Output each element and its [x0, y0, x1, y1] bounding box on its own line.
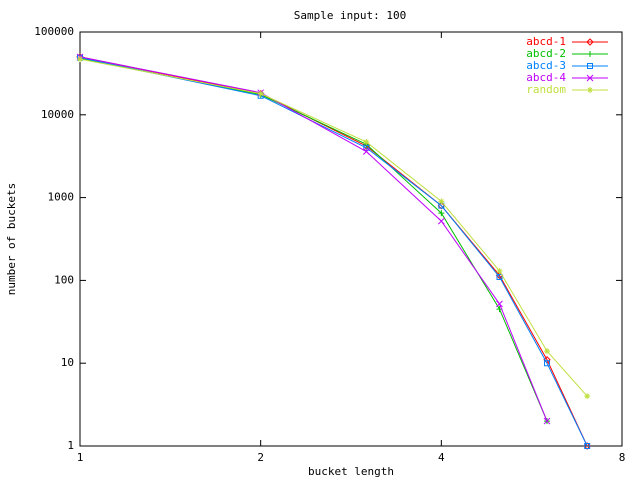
series-line: [79, 57, 588, 447]
legend-label: abcd-1: [526, 35, 566, 48]
series-line: [79, 56, 588, 447]
legend-label: abcd-2: [526, 47, 566, 60]
y-tick-label: 1000: [48, 191, 75, 204]
point: [544, 360, 551, 367]
point: [584, 393, 591, 400]
point: [362, 148, 370, 155]
y-axis-label: number of buckets: [5, 183, 18, 296]
point: [438, 210, 445, 217]
legend-label: abcd-3: [526, 59, 566, 72]
x-tick-label: 2: [257, 451, 264, 464]
y-tick-label: 100000: [34, 25, 74, 38]
legend-marker: [587, 51, 593, 57]
x-axis-label: bucket length: [308, 465, 394, 478]
legend-marker: [587, 87, 593, 93]
legend-marker: [586, 38, 594, 46]
point: [437, 217, 445, 225]
y-tick-label: 1: [67, 439, 74, 452]
point: [77, 56, 83, 63]
x-tick-label: 1: [77, 451, 84, 464]
legend-marker: [587, 63, 593, 69]
series-line: [79, 57, 548, 422]
plot-frame: [79, 31, 623, 447]
x-tick-label: 8: [619, 451, 626, 464]
point: [496, 267, 503, 274]
series-line: [79, 58, 588, 397]
point: [543, 417, 551, 425]
legend-label: random: [526, 83, 566, 96]
chart-title: Sample input: 100: [294, 9, 407, 22]
legend-marker: [586, 74, 594, 82]
y-tick-label: 100: [54, 273, 74, 286]
point: [496, 273, 503, 280]
point: [438, 198, 445, 205]
point: [77, 54, 83, 61]
y-tick-label: 10000: [41, 108, 74, 121]
point: [496, 300, 503, 308]
point: [363, 138, 370, 145]
point: [584, 443, 591, 449]
series-line: [79, 56, 548, 422]
point: [257, 90, 264, 97]
point: [544, 348, 551, 355]
y-tick-label: 10: [61, 356, 74, 369]
x-tick-label: 4: [438, 451, 445, 464]
legend-label: abcd-4: [526, 71, 566, 84]
